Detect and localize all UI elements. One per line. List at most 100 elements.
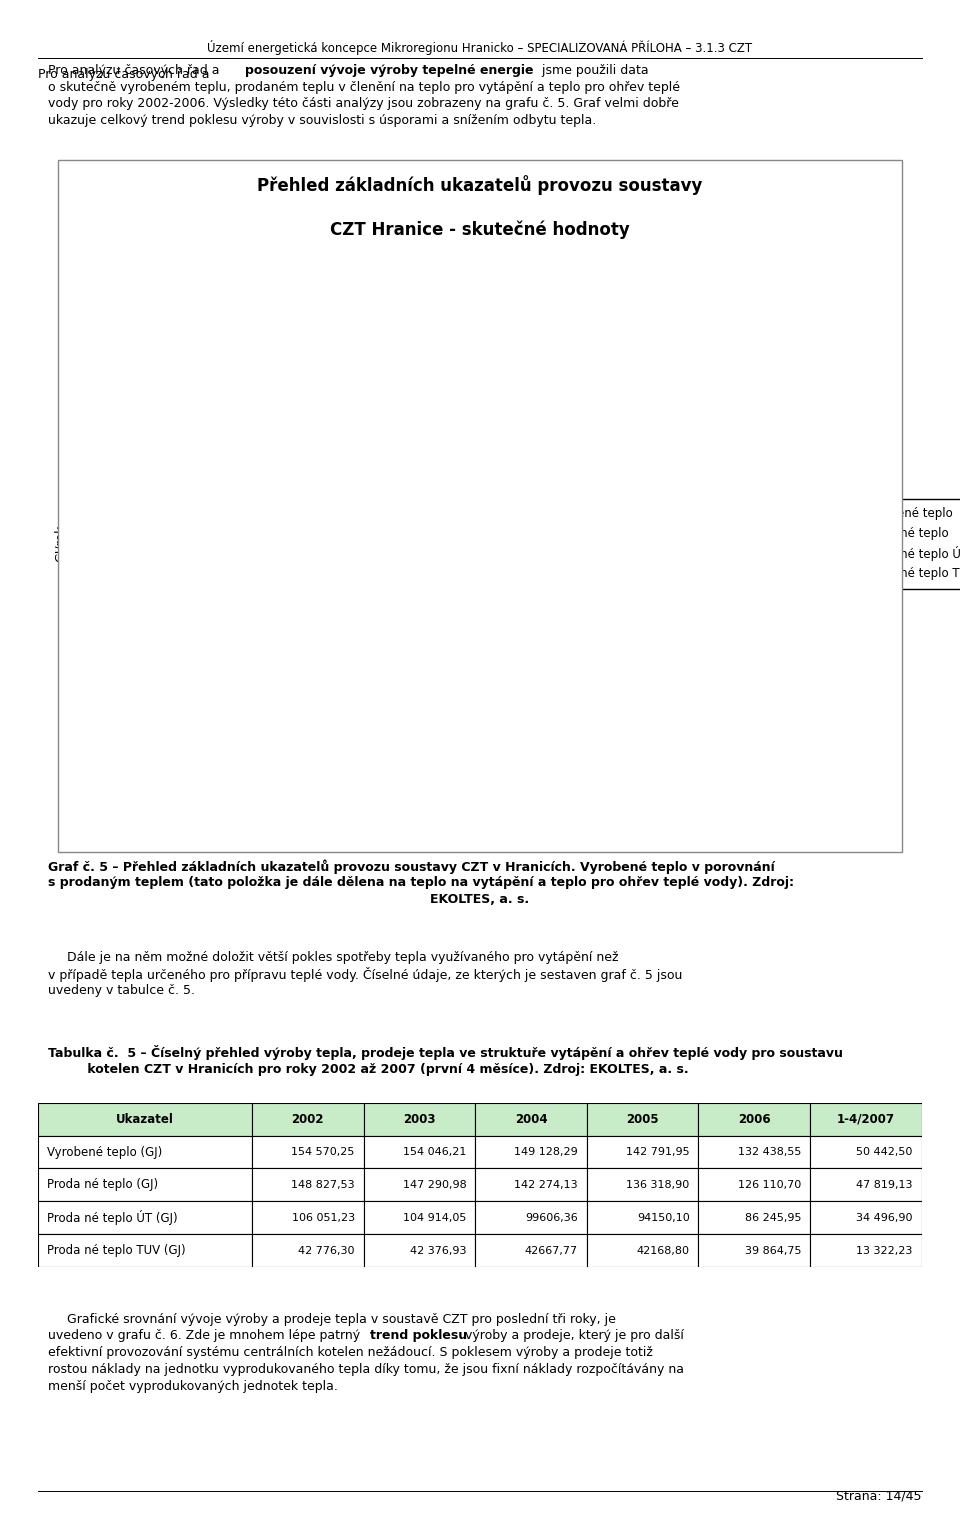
Bar (698, 1103, 810, 1136)
Text: 2006: 2006 (738, 1113, 771, 1126)
Text: výroby a prodeje, který je pro další: výroby a prodeje, který je pro další (461, 1329, 684, 1343)
Text: 2005: 2005 (626, 1113, 659, 1126)
Text: menší počet vyprodukovaných jednotek tepla.: menší počet vyprodukovaných jednotek tep… (48, 1380, 338, 1393)
Text: 104 914,05: 104 914,05 (403, 1212, 467, 1223)
Text: 147 290,98: 147 290,98 (402, 1180, 467, 1189)
Text: 13 322,23: 13 322,23 (856, 1246, 913, 1255)
Bar (38, 1136, 252, 1168)
Text: posouzení vývoje výroby tepelné energie: posouzení vývoje výroby tepelné energie (245, 64, 534, 78)
Bar (252, 1136, 364, 1168)
Bar (475, 1202, 587, 1234)
Bar (810, 1136, 922, 1168)
Bar (587, 1234, 698, 1267)
Bar (475, 1234, 587, 1267)
Bar (475, 1136, 587, 1168)
Text: 47 819,13: 47 819,13 (856, 1180, 913, 1189)
Text: 142 791,95: 142 791,95 (626, 1147, 689, 1157)
Text: kotelen CZT v Hranicích pro roky 2002 až 2007 (první 4 měsíce). Zdroj: EKOLTES, : kotelen CZT v Hranicích pro roky 2002 až… (48, 1063, 688, 1077)
Text: 126 110,70: 126 110,70 (738, 1180, 802, 1189)
Bar (587, 1168, 698, 1202)
Text: 2004: 2004 (515, 1113, 547, 1126)
Bar (38, 1103, 252, 1136)
Text: 42667,77: 42667,77 (525, 1246, 578, 1255)
Text: 94150,10: 94150,10 (636, 1212, 689, 1223)
Bar (529, 532, 549, 791)
Text: ukazuje celkový trend poklesu výroby v souvislosti s úsporami a snížením odbytu : ukazuje celkový trend poklesu výroby v s… (48, 114, 596, 128)
Bar (364, 1103, 475, 1136)
Bar (252, 1202, 364, 1234)
Bar (587, 1202, 698, 1234)
Bar (810, 1234, 922, 1267)
Text: 106 051,23: 106 051,23 (292, 1212, 354, 1223)
Text: 136 318,90: 136 318,90 (626, 1180, 689, 1189)
Bar (364, 1136, 475, 1168)
Text: 34 496,90: 34 496,90 (856, 1212, 913, 1223)
Text: 154 046,21: 154 046,21 (403, 1147, 467, 1157)
Text: trend poklesu: trend poklesu (370, 1329, 467, 1343)
Bar (594, 427, 614, 791)
Text: 149 128,29: 149 128,29 (515, 1147, 578, 1157)
Bar (364, 1234, 475, 1267)
Text: 42 376,93: 42 376,93 (410, 1246, 467, 1255)
Text: Graf č. 5 – Přehled základních ukazatelů provozu soustavy CZT v Hranicích. Vyrob: Graf č. 5 – Přehled základních ukazatelů… (48, 859, 775, 875)
Bar (587, 1136, 698, 1168)
Text: Přehled základních ukazatelů provozu soustavy: Přehled základních ukazatelů provozu sou… (257, 175, 703, 195)
Bar (587, 1103, 698, 1136)
Text: 42 776,30: 42 776,30 (299, 1246, 354, 1255)
Text: Tabulka č.  5 – Číselný přehled výroby tepla, prodeje tepla ve struktuře vytápěn: Tabulka č. 5 – Číselný přehled výroby te… (48, 1045, 843, 1060)
Bar (364, 1168, 475, 1202)
Text: Proda né teplo TUV (GJ): Proda né teplo TUV (GJ) (47, 1244, 186, 1256)
Bar (443, 674, 463, 791)
Text: 142 274,13: 142 274,13 (515, 1180, 578, 1189)
Text: 50 442,50: 50 442,50 (856, 1147, 913, 1157)
Text: Proda né teplo (GJ): Proda né teplo (GJ) (47, 1179, 158, 1191)
Bar (38, 1202, 252, 1234)
Text: uvedeno v grafu č. 6. Zde je mnohem lépe patrný: uvedeno v grafu č. 6. Zde je mnohem lépe… (48, 1329, 364, 1343)
Bar (810, 1168, 922, 1202)
Text: efektivní provozování systému centrálních kotelen nežádoucí. S poklesem výroby a: efektivní provozování systému centrálníc… (48, 1346, 653, 1360)
Bar (296, 386, 316, 791)
Bar (489, 399, 509, 791)
Bar (636, 554, 656, 791)
Bar (810, 1202, 922, 1234)
Text: jsme použili data: jsme použili data (538, 64, 648, 78)
Bar (656, 681, 676, 791)
Bar (276, 368, 296, 791)
Bar (422, 517, 443, 791)
Text: Území energetická koncepce Mikroregionu Hranicko – SPECIALIZOVANÁ PŘÍLOHA – 3.1.: Území energetická koncepce Mikroregionu … (207, 40, 753, 55)
Y-axis label: GJ/rok: GJ/rok (54, 525, 67, 563)
Bar (475, 1168, 587, 1202)
Bar (230, 674, 251, 791)
Bar (475, 1103, 587, 1136)
X-axis label: Rok: Rok (408, 821, 437, 837)
Bar (698, 1168, 810, 1202)
Bar (509, 417, 529, 791)
Text: 2002: 2002 (292, 1113, 324, 1126)
Bar (810, 1103, 922, 1136)
Bar (336, 674, 356, 791)
Bar (252, 1103, 364, 1136)
Bar (38, 1234, 252, 1267)
Text: vody pro roky 2002-2006. Výsledky této části analýzy jsou zobrazeny na grafu č. : vody pro roky 2002-2006. Výsledky této č… (48, 97, 679, 111)
Bar (316, 503, 336, 791)
Text: Dále je na něm možné doložit větší pokles spotřeby tepla využívaného pro vytápěn: Dále je na něm možné doložit větší pokle… (67, 951, 618, 964)
Text: Pro analýzu časových řad a: Pro analýzu časových řad a (48, 64, 224, 78)
Text: Vyrobené teplo (GJ): Vyrobené teplo (GJ) (47, 1145, 162, 1159)
Bar (698, 1202, 810, 1234)
Text: v případě tepla určeného pro přípravu teplé vody. Číselné údaje, ze kterých je s: v případě tepla určeného pro přípravu te… (48, 967, 683, 983)
Legend: Vyrobené teplo, Proda né teplo, Proda né teplo ÚT, Proda né teplo TUV: Vyrobené teplo, Proda né teplo, Proda né… (831, 499, 960, 589)
Text: Proda né teplo ÚT (GJ): Proda né teplo ÚT (GJ) (47, 1211, 178, 1226)
Bar (189, 382, 209, 791)
Text: Grafické srovnání vývoje výroby a prodeje tepla v soustavě CZT pro poslední tři : Grafické srovnání vývoje výroby a prodej… (67, 1313, 616, 1326)
Text: CZT Hranice - skutečné hodnoty: CZT Hranice - skutečné hodnoty (330, 221, 630, 239)
Bar (209, 500, 230, 791)
Text: 2003: 2003 (403, 1113, 436, 1126)
Text: EKOLTES, a. s.: EKOLTES, a. s. (430, 893, 530, 907)
Bar (614, 444, 636, 791)
Text: s prodaným teplem (tato položka je dále dělena na teplo na vytápění a teplo pro : s prodaným teplem (tato položka je dále … (48, 876, 794, 890)
Text: 86 245,95: 86 245,95 (745, 1212, 802, 1223)
Bar (698, 1136, 810, 1168)
Bar (364, 1202, 475, 1234)
Text: 154 570,25: 154 570,25 (291, 1147, 354, 1157)
Text: Ukazatel: Ukazatel (116, 1113, 174, 1126)
